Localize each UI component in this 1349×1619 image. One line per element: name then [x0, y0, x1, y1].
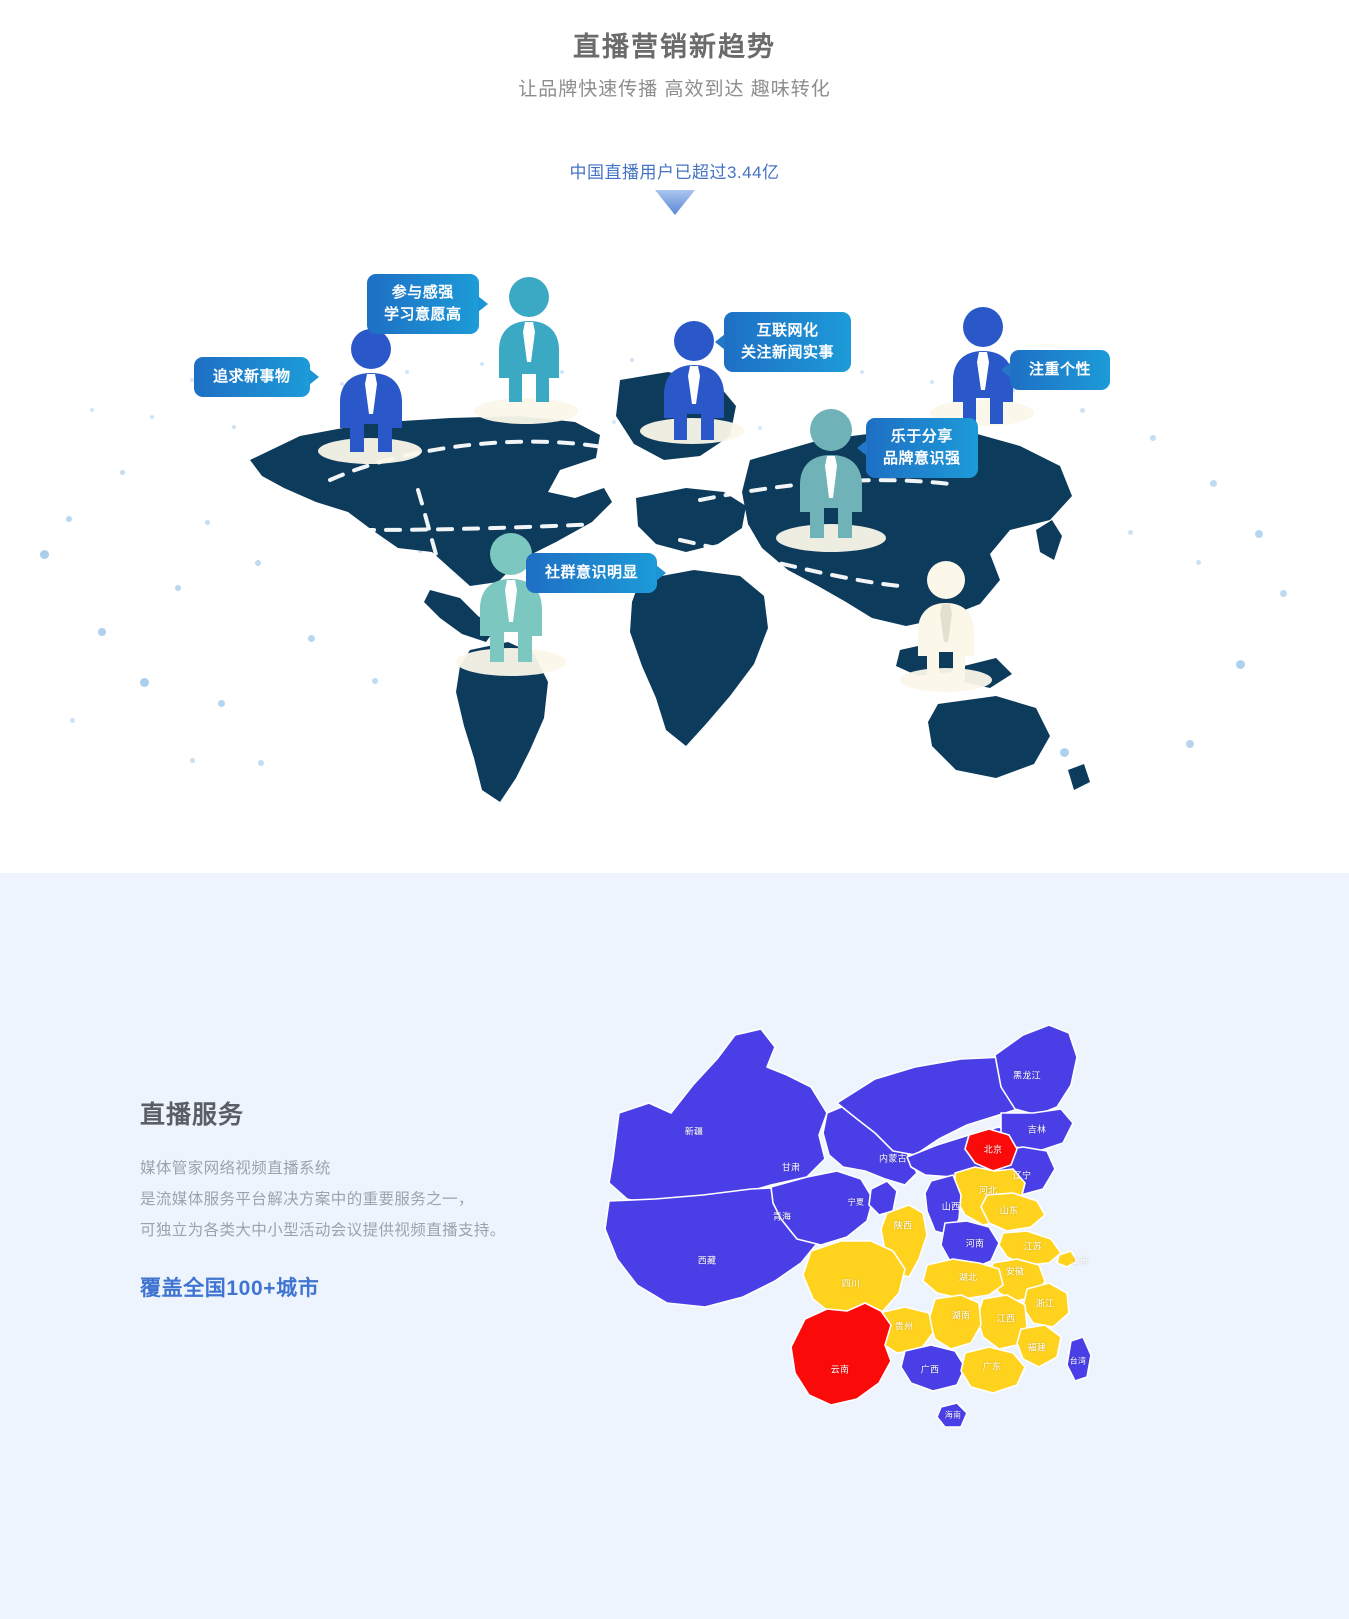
tag-label-line2: 品牌意识强 — [883, 449, 961, 467]
coverage-highlight: 覆盖全国100+城市 — [140, 1277, 320, 1300]
page-subtitle: 让品牌快速传播 高效到达 趣味转化 — [518, 79, 831, 100]
service-copy-block: 直播服务 媒体管家网络视频直播系统 是流媒体服务平台解决方案中的重要服务之一， … — [140, 1095, 600, 1302]
person-north-america — [330, 328, 412, 454]
person-china — [790, 408, 872, 540]
tag-new-things[interactable]: 追求新事物 — [194, 357, 318, 397]
person-australia — [908, 560, 984, 680]
world-map-illustration: 追求新事物 参与感强 学习意愿高 互联网化 关注新闻实事 注重个性 乐于分享 品… — [0, 230, 1349, 830]
person-south-america — [470, 532, 552, 664]
person-east-asia — [944, 306, 1022, 426]
china-map: 黑龙江 吉林 辽宁 内蒙古 新疆 甘肃 青海 西藏 宁夏 北京 河北 山西 山东… — [575, 963, 1135, 1533]
pedestal — [456, 648, 566, 676]
tag-label-line1: 乐于分享 — [890, 428, 953, 445]
tag-label: 社群意识明显 — [545, 564, 639, 581]
tag-individuality[interactable]: 注重个性 — [1000, 350, 1111, 390]
pedestal — [640, 418, 744, 444]
service-paragraph-line: 媒体管家网络视频直播系统 — [140, 1160, 331, 1177]
tag-internet[interactable]: 互联网化 关注新闻实事 — [714, 312, 852, 372]
tag-sharing[interactable]: 乐于分享 品牌意识强 — [857, 418, 978, 478]
tag-label-line1: 参与感强 — [391, 284, 454, 301]
person-greenland — [490, 276, 568, 404]
service-heading: 直播服务 — [140, 1101, 245, 1129]
service-paragraph-line: 是流媒体服务平台解决方案中的重要服务之一， — [140, 1191, 474, 1208]
tag-label-line2: 关注新闻实事 — [741, 343, 835, 361]
tag-label: 追求新事物 — [213, 368, 291, 385]
service-section: 直播服务 媒体管家网络视频直播系统 是流媒体服务平台解决方案中的重要服务之一， … — [0, 873, 1349, 1619]
china-map-svg — [604, 1024, 1092, 1428]
tag-label-line1: 互联网化 — [756, 322, 819, 339]
tag-community[interactable]: 社群意识明显 — [526, 553, 667, 593]
pedestal — [776, 524, 886, 552]
tag-label: 注重个性 — [1029, 361, 1092, 378]
person-europe — [654, 320, 734, 442]
page-title: 直播营销新趋势 — [573, 32, 776, 62]
live-user-stat: 中国直播用户已超过3.44亿 — [569, 163, 780, 182]
pedestal — [474, 398, 578, 424]
service-paragraph-line: 可独立为各类大中小型活动会议提供视频直播支持。 — [140, 1222, 506, 1239]
tag-engagement[interactable]: 参与感强 学习意愿高 — [367, 274, 487, 334]
hero-section: 直播营销新趋势 让品牌快速传播 高效到达 趣味转化 中国直播用户已超过3.44亿 — [0, 32, 1349, 830]
service-paragraph: 媒体管家网络视频直播系统 是流媒体服务平台解决方案中的重要服务之一， 可独立为各… — [140, 1153, 600, 1246]
pedestal — [318, 438, 422, 464]
tag-label-line2: 学习意愿高 — [384, 305, 462, 323]
pedestal — [900, 668, 992, 692]
